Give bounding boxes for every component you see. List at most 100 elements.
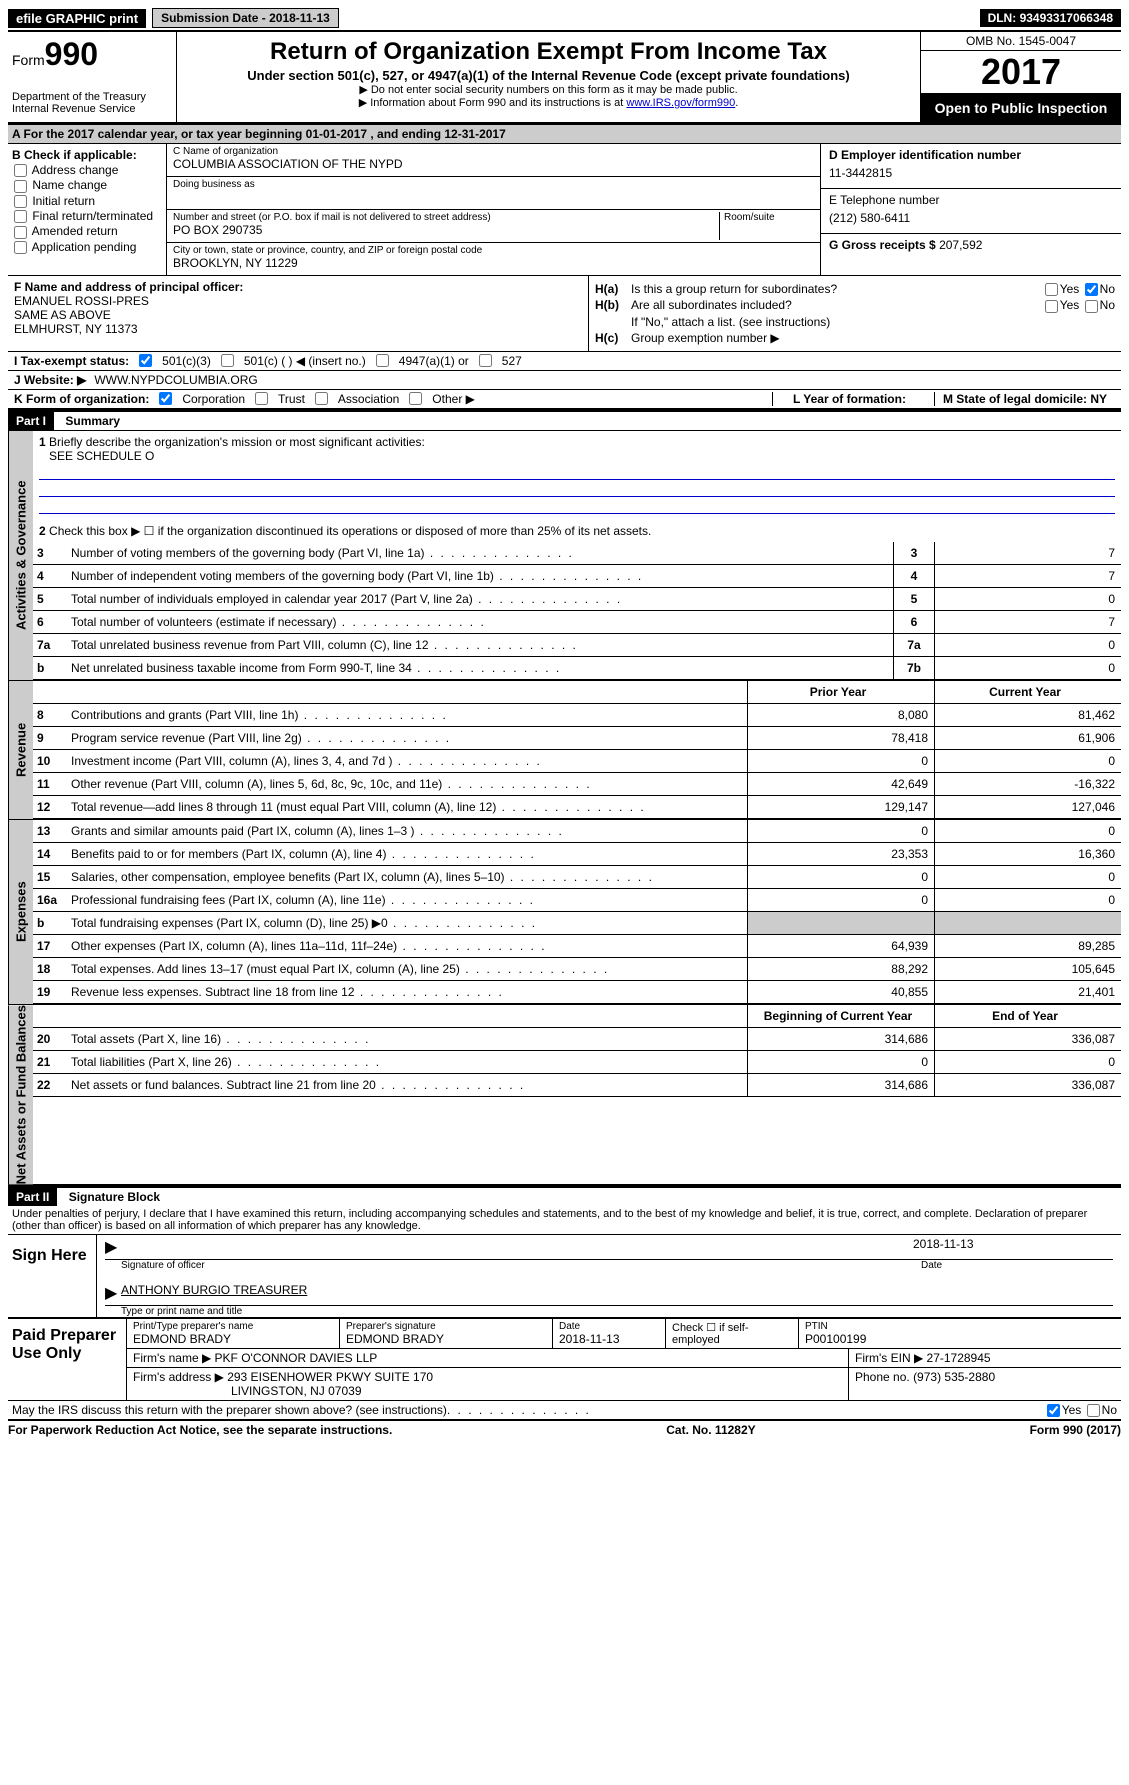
line-desc: Salaries, other compensation, employee b… bbox=[67, 868, 747, 886]
chk-final-return[interactable]: Final return/terminated bbox=[12, 209, 162, 223]
line-desc: Other revenue (Part VIII, column (A), li… bbox=[67, 775, 747, 793]
hb-yes-chk[interactable] bbox=[1045, 300, 1058, 313]
prior-value: 0 bbox=[747, 750, 934, 772]
discuss-text: May the IRS discuss this return with the… bbox=[12, 1403, 447, 1417]
mission-line bbox=[39, 482, 1115, 497]
current-value: 89,285 bbox=[934, 935, 1121, 957]
chk-name-change[interactable]: Name change bbox=[12, 178, 162, 192]
chk-label: Initial return bbox=[32, 194, 95, 208]
summary-row: 15 Salaries, other compensation, employe… bbox=[33, 866, 1121, 889]
tel-box: E Telephone number (212) 580-6411 bbox=[821, 189, 1121, 234]
chk-corp[interactable] bbox=[159, 392, 172, 405]
ha-no-chk[interactable] bbox=[1085, 283, 1098, 296]
summary-row: 12 Total revenue—add lines 8 through 11 … bbox=[33, 796, 1121, 819]
chk-527[interactable] bbox=[479, 354, 492, 367]
line-num: 13 bbox=[33, 824, 67, 838]
arrow-icon: ▶ bbox=[105, 1283, 121, 1303]
chk-other[interactable] bbox=[409, 392, 422, 405]
line-num: 8 bbox=[33, 708, 67, 722]
chk-501c3[interactable] bbox=[139, 354, 152, 367]
current-value: 16,360 bbox=[934, 843, 1121, 865]
city-box: City or town, state or province, country… bbox=[167, 243, 820, 275]
sig-date: 2018-11-13 bbox=[913, 1237, 1113, 1257]
org-name: COLUMBIA ASSOCIATION OF THE NYPD bbox=[173, 157, 814, 171]
chk-initial-return[interactable]: Initial return bbox=[12, 194, 162, 208]
summary-row: 3 Number of voting members of the govern… bbox=[33, 542, 1121, 565]
summary-row: 14 Benefits paid to or for members (Part… bbox=[33, 843, 1121, 866]
gross-label: G Gross receipts $ bbox=[829, 238, 939, 252]
mission-line bbox=[39, 499, 1115, 514]
tel-value: (212) 580-6411 bbox=[829, 207, 1113, 229]
chk-label: Address change bbox=[32, 163, 119, 177]
officer-addr1: SAME AS ABOVE bbox=[14, 308, 582, 322]
summary-row: 20 Total assets (Part X, line 16) 314,68… bbox=[33, 1028, 1121, 1051]
no-label: No bbox=[1100, 298, 1115, 312]
officer-name: EMANUEL ROSSI-PRES bbox=[14, 294, 582, 308]
line-num: b bbox=[33, 916, 67, 930]
row-i-label: I Tax-exempt status: bbox=[14, 354, 129, 368]
firm-addr1: 293 EISENHOWER PKWY SUITE 170 bbox=[227, 1370, 433, 1384]
chk-501c[interactable] bbox=[221, 354, 234, 367]
hb-no-chk[interactable] bbox=[1085, 300, 1098, 313]
current-value: 21,401 bbox=[934, 981, 1121, 1003]
summary-row: 22 Net assets or fund balances. Subtract… bbox=[33, 1074, 1121, 1097]
opt-527: 527 bbox=[502, 354, 522, 368]
q2-text: Check this box ▶ ☐ if the organization d… bbox=[49, 524, 651, 538]
row-j-website: J Website: ▶ WWW.NYPDCOLUMBIA.ORG bbox=[8, 370, 1121, 389]
chk-address-change[interactable]: Address change bbox=[12, 163, 162, 177]
chk-amended-return[interactable]: Amended return bbox=[12, 224, 162, 238]
line-num: 15 bbox=[33, 870, 67, 884]
irs-link[interactable]: www.IRS.gov/form990 bbox=[626, 97, 735, 109]
line-desc: Net unrelated business taxable income fr… bbox=[67, 659, 893, 677]
discuss-no-chk[interactable] bbox=[1087, 1404, 1100, 1417]
part-1-title: Part I bbox=[8, 412, 54, 430]
room-label: Room/suite bbox=[724, 212, 814, 223]
tax-year: 2017 bbox=[921, 51, 1121, 94]
arrow-icon: ▶ bbox=[105, 1237, 121, 1257]
chk-trust[interactable] bbox=[255, 392, 268, 405]
prep-self-employed: Check ☐ if self-employed bbox=[666, 1319, 799, 1348]
line-desc: Total unrelated business revenue from Pa… bbox=[67, 636, 893, 654]
firm-name-label: Firm's name ▶ bbox=[133, 1351, 215, 1365]
prep-date: 2018-11-13 bbox=[559, 1332, 659, 1346]
line-desc: Net assets or fund balances. Subtract li… bbox=[67, 1076, 747, 1094]
prep-name-label: Print/Type preparer's name bbox=[133, 1321, 333, 1332]
dba-box: Doing business as bbox=[167, 177, 820, 210]
chk-assoc[interactable] bbox=[315, 392, 328, 405]
current-value: 336,087 bbox=[934, 1028, 1121, 1050]
paid-preparer-section: Paid Preparer Use Only Print/Type prepar… bbox=[8, 1317, 1121, 1400]
chk-4947[interactable] bbox=[376, 354, 389, 367]
line-num: 20 bbox=[33, 1032, 67, 1046]
addr-label: Number and street (or P.O. box if mail i… bbox=[173, 212, 719, 223]
line-num: 7a bbox=[33, 638, 67, 652]
begin-year-header: Beginning of Current Year bbox=[747, 1005, 934, 1027]
prior-value: 23,353 bbox=[747, 843, 934, 865]
ha-yes-chk[interactable] bbox=[1045, 283, 1058, 296]
opt-assoc: Association bbox=[338, 392, 399, 406]
prior-value: 78,418 bbox=[747, 727, 934, 749]
efile-btn[interactable]: efile GRAPHIC print bbox=[8, 9, 146, 28]
prior-value: 314,686 bbox=[747, 1028, 934, 1050]
prep-date-label: Date bbox=[559, 1321, 659, 1332]
header-mid: Return of Organization Exempt From Incom… bbox=[177, 32, 920, 122]
prior-year-header: Prior Year bbox=[747, 681, 934, 703]
line-num: 6 bbox=[33, 615, 67, 629]
firm-addr-label: Firm's address ▶ bbox=[133, 1370, 227, 1384]
prior-value: 42,649 bbox=[747, 773, 934, 795]
chk-label: Final return/terminated bbox=[32, 209, 153, 223]
m-state-domicile: M State of legal domicile: NY bbox=[934, 392, 1115, 406]
section-bcd: B Check if applicable: Address change Na… bbox=[8, 143, 1121, 275]
line-num: 3 bbox=[33, 546, 67, 560]
ha-row: H(a) Is this a group return for subordin… bbox=[595, 282, 1115, 296]
row-k-label: K Form of organization: bbox=[14, 392, 149, 406]
discuss-yes-chk[interactable] bbox=[1047, 1404, 1060, 1417]
summary-row: 10 Investment income (Part VIII, column … bbox=[33, 750, 1121, 773]
line-desc: Grants and similar amounts paid (Part IX… bbox=[67, 822, 747, 840]
preparer-row3: Firm's address ▶ 293 EISENHOWER PKWY SUI… bbox=[127, 1368, 1121, 1400]
summary-row: 9 Program service revenue (Part VIII, li… bbox=[33, 727, 1121, 750]
dba-label: Doing business as bbox=[173, 179, 814, 190]
line-num: 9 bbox=[33, 731, 67, 745]
section-fh: F Name and address of principal officer:… bbox=[8, 275, 1121, 351]
part-1-header: Part I Summary bbox=[8, 410, 1121, 430]
chk-application-pending[interactable]: Application pending bbox=[12, 240, 162, 254]
